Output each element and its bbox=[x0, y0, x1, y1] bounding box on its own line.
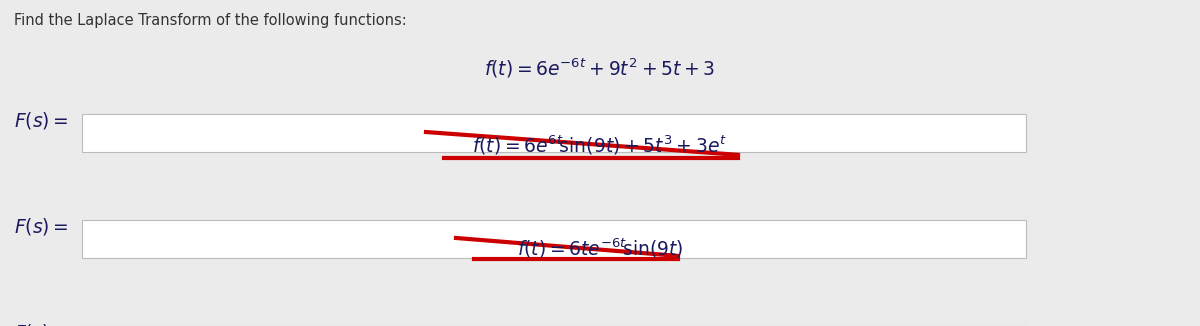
Text: $F(s) =$: $F(s) =$ bbox=[14, 322, 68, 326]
Text: $F(s) =$: $F(s) =$ bbox=[14, 216, 68, 237]
Text: $f(t) = 6e^{6t}\!\sin(9t) + 5t^3 + 3e^t$: $f(t) = 6e^{6t}\!\sin(9t) + 5t^3 + 3e^t$ bbox=[473, 133, 727, 157]
Text: $F(s) =$: $F(s) =$ bbox=[14, 110, 68, 131]
FancyBboxPatch shape bbox=[82, 114, 1026, 152]
Text: Find the Laplace Transform of the following functions:: Find the Laplace Transform of the follow… bbox=[14, 13, 407, 28]
Text: $f(t) = 6e^{-6t} + 9t^2 + 5t + 3$: $f(t) = 6e^{-6t} + 9t^2 + 5t + 3$ bbox=[485, 57, 715, 80]
Text: $f(t) = 6te^{-6t}\!\sin(9t)$: $f(t) = 6te^{-6t}\!\sin(9t)$ bbox=[517, 236, 683, 259]
FancyBboxPatch shape bbox=[82, 220, 1026, 258]
